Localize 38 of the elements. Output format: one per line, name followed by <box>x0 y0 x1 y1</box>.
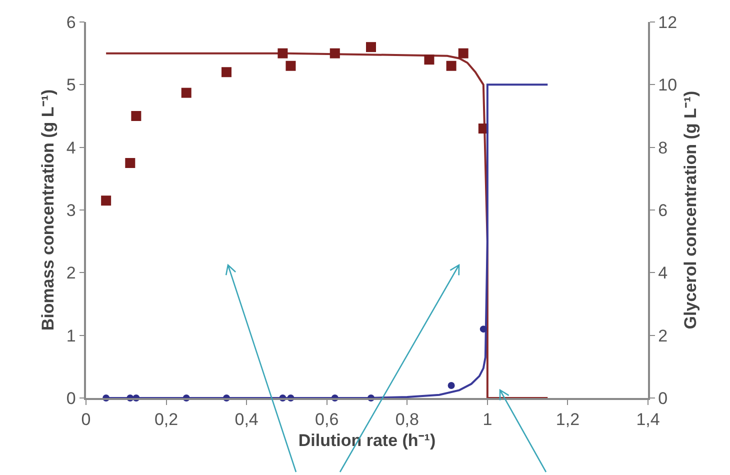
point <box>424 54 434 65</box>
x-tick-label: 1,2 <box>556 410 580 430</box>
x-tick-label: 0 <box>81 410 91 430</box>
point <box>366 42 376 52</box>
y-tick-label: 0 <box>66 388 76 408</box>
y2-tick-label: 6 <box>658 200 668 220</box>
x-tick-label: 0,4 <box>234 410 258 430</box>
y2-axis-title: Glycerol concentration (g L⁻¹) <box>680 90 700 330</box>
point <box>278 48 288 58</box>
y2-tick-label: 12 <box>658 12 678 32</box>
x-tick-label: 0,2 <box>154 410 178 430</box>
y-tick-label: 2 <box>66 264 76 283</box>
y-tick-label: 6 <box>66 12 76 32</box>
y-tick-label: 5 <box>66 76 76 95</box>
point <box>222 67 232 78</box>
point <box>330 48 340 58</box>
x-tick-label: 0,8 <box>395 410 419 430</box>
y2-tick-label: 8 <box>658 138 668 158</box>
point <box>448 382 455 389</box>
y2-tick-label: 10 <box>658 76 678 95</box>
y-tick-label: 1 <box>66 326 76 346</box>
y2-tick-label: 4 <box>658 264 668 283</box>
x-tick-label: 0,6 <box>315 410 339 430</box>
point <box>101 196 112 206</box>
point <box>181 88 192 98</box>
point <box>131 111 142 121</box>
point <box>125 158 136 168</box>
point <box>480 326 487 333</box>
y2-tick-label: 0 <box>658 388 668 408</box>
y-tick-label: 4 <box>66 138 76 158</box>
point <box>458 48 468 58</box>
x-tick-label: 1,4 <box>636 410 660 430</box>
x-tick-label: 1 <box>482 410 492 430</box>
y2-tick-label: 2 <box>658 326 668 346</box>
point <box>286 60 296 71</box>
y-tick-label: 3 <box>66 200 76 220</box>
y-axis-title: Biomass concentration (g L⁻¹) <box>38 89 58 331</box>
point <box>446 60 456 71</box>
